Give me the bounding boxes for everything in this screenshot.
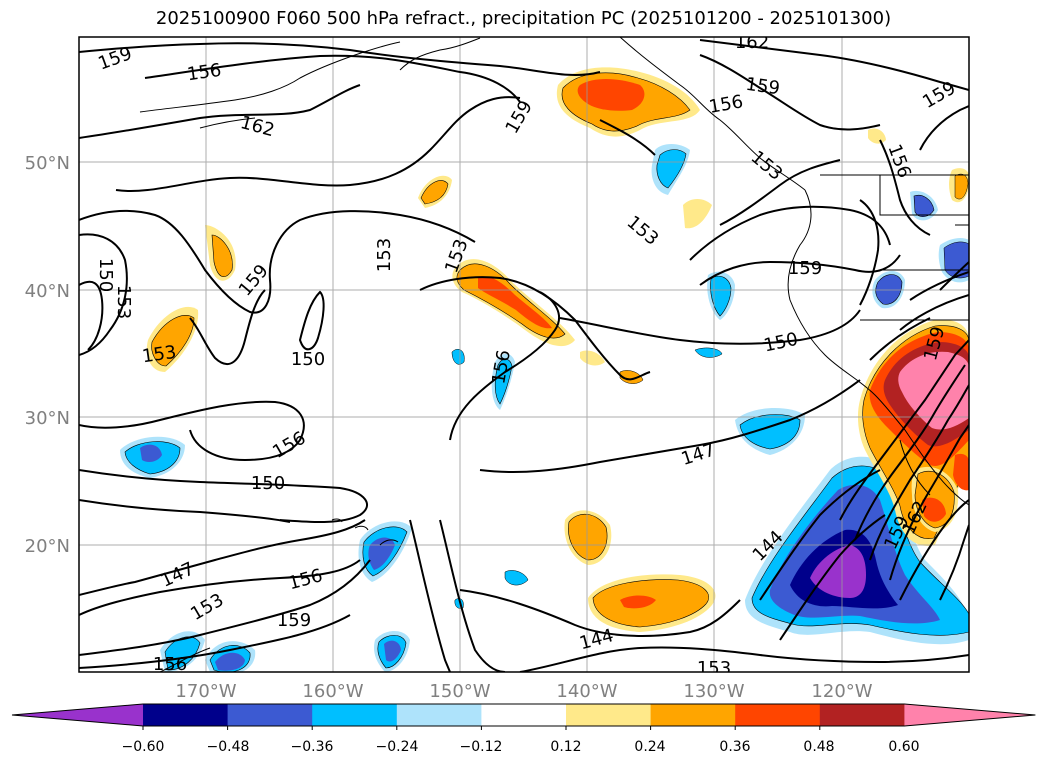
contour-label: 159 xyxy=(788,258,822,279)
precip-area xyxy=(953,453,969,491)
precip-area xyxy=(577,78,645,111)
latitude-labels: 50°N 40°N 30°N 20°N xyxy=(25,153,70,557)
longitude-labels: 170°W 160°W 150°W 140°W 130°W 120°W xyxy=(175,681,872,702)
colorbar-ticks: −0.60 −0.48 −0.36 −0.24 −0.12 0.12 0.24 … xyxy=(122,739,920,755)
precipitation-fields xyxy=(120,67,969,672)
precip-area xyxy=(504,570,529,586)
colorbar-segment xyxy=(227,704,313,726)
precip-area xyxy=(619,370,644,384)
colorbar-tick-label: 0.36 xyxy=(719,739,750,755)
contour-label: 159 xyxy=(744,74,781,100)
lon-label: 120°W xyxy=(811,681,872,702)
lon-label: 160°W xyxy=(302,681,363,702)
precip-area xyxy=(922,497,946,522)
precip-area xyxy=(478,276,552,329)
contour-label: 150 xyxy=(291,349,325,370)
colorbar-tick-label: −0.48 xyxy=(207,739,250,755)
lat-label: 20°N xyxy=(25,536,70,557)
colorbar-tick-label: −0.24 xyxy=(376,739,419,755)
lon-label: 150°W xyxy=(429,681,490,702)
map-title: 2025100900 F060 500 hPa refract., precip… xyxy=(155,8,892,29)
contour-label: 159 xyxy=(277,610,311,631)
precip-area xyxy=(898,351,969,430)
precip-area xyxy=(384,640,401,662)
precip-area xyxy=(620,595,656,609)
precip-area xyxy=(710,276,732,317)
colorbar-extend-min xyxy=(12,704,143,726)
precip-area xyxy=(875,274,903,305)
precip-area xyxy=(140,444,162,463)
colorbar-tick-label: 0.24 xyxy=(634,739,665,755)
precip-area xyxy=(868,128,886,144)
precip-area xyxy=(215,652,245,671)
precip-area xyxy=(580,350,605,366)
contour-label: 156 xyxy=(153,654,187,675)
contour-label: 162 xyxy=(735,32,769,53)
precip-area xyxy=(810,545,866,598)
colorbar-tick-label: 0.12 xyxy=(550,739,581,755)
precip-area xyxy=(451,349,465,365)
colorbar-segment xyxy=(481,704,567,726)
colorbar-segment xyxy=(143,704,229,726)
colorbar-segment xyxy=(566,704,652,726)
contour-label: 150 xyxy=(95,258,116,292)
contour-lines xyxy=(79,39,969,672)
precip-area xyxy=(739,414,801,450)
contour-label: 153 xyxy=(113,285,134,319)
precip-area xyxy=(694,347,723,358)
map-frame xyxy=(78,36,970,673)
lat-label: 30°N xyxy=(25,408,70,429)
precip-area xyxy=(656,149,687,189)
precip-area xyxy=(211,234,233,277)
precip-area xyxy=(683,198,712,229)
colorbar-segment xyxy=(819,704,905,726)
lat-label: 50°N xyxy=(25,153,70,174)
gridlines xyxy=(79,37,969,672)
lon-label: 130°W xyxy=(683,681,744,702)
contour-label: 153 xyxy=(374,238,395,272)
contour-label: 150 xyxy=(251,473,285,494)
lat-label: 40°N xyxy=(25,281,70,302)
colorbar-tick-label: −0.36 xyxy=(291,739,334,755)
contour-label: 153 xyxy=(697,658,731,679)
precip-area xyxy=(368,537,395,570)
precip-area xyxy=(954,173,969,200)
contour-label: 153 xyxy=(141,342,178,368)
colorbar-extend-max xyxy=(904,704,1036,726)
precip-area xyxy=(420,180,449,205)
colorbar-tick-label: 0.60 xyxy=(888,739,919,755)
colorbar-tick-label: 0.48 xyxy=(803,739,834,755)
contour-label: 156 xyxy=(186,60,223,86)
precip-area xyxy=(151,314,195,367)
lon-label: 140°W xyxy=(556,681,617,702)
lon-label: 170°W xyxy=(175,681,236,702)
colorbar-tick-label: −0.60 xyxy=(122,739,165,755)
colorbar-segment xyxy=(396,704,482,726)
colorbar-tick-label: −0.12 xyxy=(460,739,503,755)
colorbar-segment xyxy=(312,704,398,726)
colorbar xyxy=(11,703,1036,730)
colorbar-segment xyxy=(735,704,821,726)
colorbar-segment xyxy=(650,704,736,726)
